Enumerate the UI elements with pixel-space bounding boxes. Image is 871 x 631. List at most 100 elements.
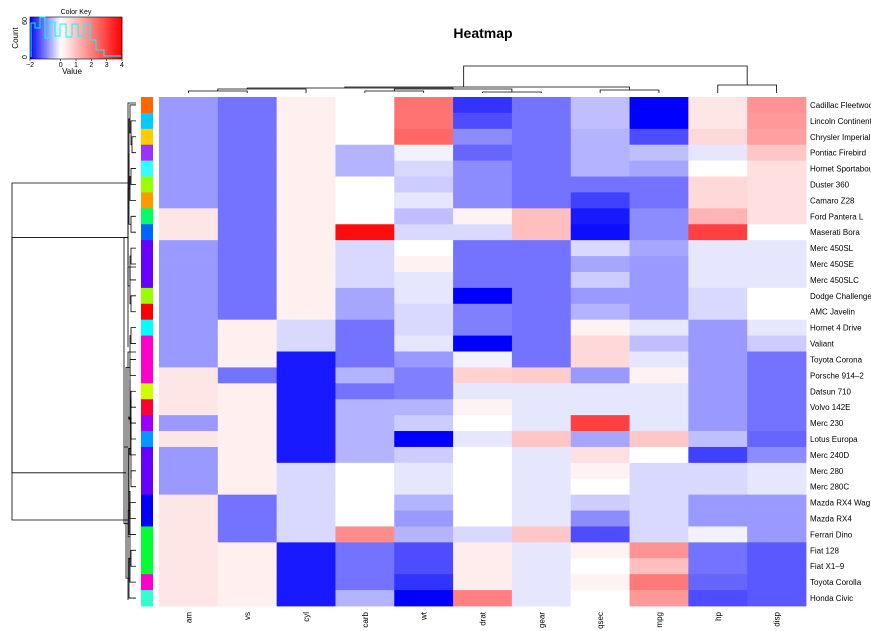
color-key-ytick-label: 0 <box>22 55 29 59</box>
heatmap-cell <box>629 97 689 114</box>
heatmap-cell <box>159 303 219 321</box>
heatmap-cell <box>276 208 336 225</box>
heatmap-cell <box>394 176 454 193</box>
heatmap-cell <box>217 558 278 575</box>
heatmap-cell <box>453 160 513 177</box>
row-label: Porsche 914–2 <box>810 371 864 380</box>
color-key-swatch <box>85 17 88 59</box>
heatmap-cell <box>688 128 748 146</box>
heatmap-cell <box>747 478 807 496</box>
color-key-swatch <box>56 17 58 59</box>
heatmap-cell <box>747 97 807 114</box>
heatmap-cell <box>453 399 513 416</box>
heatmap-cell <box>629 415 689 432</box>
row-label: Ford Pantera L <box>810 212 864 221</box>
heatmap-cell <box>453 271 513 289</box>
heatmap-cell <box>747 287 807 305</box>
heatmap-cell <box>511 192 572 209</box>
heatmap-cell <box>570 256 630 273</box>
row-side-color <box>141 415 153 432</box>
row-side-color <box>141 144 153 162</box>
heatmap-cell <box>747 542 807 559</box>
row-side-color <box>141 446 153 464</box>
heatmap-cell <box>688 526 748 543</box>
dendrogram-branch <box>188 90 248 93</box>
color-key-tick-label: 2 <box>89 62 93 69</box>
heatmap-cell <box>159 590 219 607</box>
heatmap-cell <box>217 462 278 480</box>
row-side-color <box>141 271 153 289</box>
heatmap-cell <box>629 494 689 511</box>
heatmap-cell <box>511 351 572 368</box>
heatmap-cell <box>570 303 630 321</box>
dendrogram-branch <box>217 88 307 93</box>
row-label: Toyota Corona <box>810 355 863 364</box>
heatmap-cell <box>688 510 748 527</box>
row-label: Fiat 128 <box>810 546 839 555</box>
heatmap-cell <box>688 351 748 368</box>
heatmap-cell <box>511 574 572 591</box>
heatmap-cell <box>747 351 807 368</box>
heatmap-cell <box>453 446 513 464</box>
heatmap-cell <box>335 383 395 400</box>
heatmap-cell <box>688 97 748 114</box>
heatmap-cell <box>629 542 689 559</box>
color-key-histogram <box>30 16 121 57</box>
heatmap-cell <box>159 542 219 559</box>
heatmap-cell <box>453 367 513 384</box>
heatmap-cell <box>276 558 336 575</box>
heatmap-cell <box>335 526 395 543</box>
heatmap-cell <box>453 303 513 321</box>
row-labels: Cadillac Fleetwoo Lincoln Continent Chrysl… <box>810 101 871 603</box>
heatmap-cell <box>159 494 219 511</box>
row-side-color <box>141 240 153 257</box>
heatmap-cell <box>688 446 748 464</box>
color-key-swatch <box>117 17 120 59</box>
heatmap-cell <box>276 128 336 146</box>
heatmap-cell <box>159 224 219 241</box>
heatmap-cell <box>629 224 689 241</box>
dendrogram-branch <box>129 491 136 583</box>
heatmap-cell <box>159 399 219 416</box>
heatmap-cell <box>217 176 278 193</box>
heatmap-cell <box>688 287 748 305</box>
heatmap-cell <box>217 367 278 384</box>
heatmap-cell <box>217 446 278 464</box>
heatmap-cell <box>217 128 278 146</box>
row-label: Camaro Z28 <box>810 196 855 205</box>
color-key-swatch <box>105 17 107 59</box>
heatmap-cell <box>335 319 395 336</box>
heatmap-cell <box>335 240 395 257</box>
dendrogram-branch <box>130 549 136 567</box>
heatmap-cell <box>688 144 748 162</box>
color-key-swatch <box>79 17 81 59</box>
heatmap-cell <box>335 494 395 511</box>
color-key-ylabel: Count <box>11 27 20 49</box>
heatmap-cell <box>335 399 395 416</box>
heatmap-cell <box>511 287 572 305</box>
heatmap-cell <box>688 399 748 416</box>
row-label: Merc 240D <box>810 451 849 460</box>
dendrogram-branch <box>131 136 136 154</box>
heatmap-cell <box>511 590 572 607</box>
column-label: drat <box>479 611 488 626</box>
row-side-color <box>141 335 153 352</box>
column-label: mpg <box>655 612 664 628</box>
color-key-tick-label: 1 <box>74 62 78 69</box>
heatmap-cell <box>217 271 278 289</box>
heatmap-cell <box>217 590 278 607</box>
heatmap-cell <box>511 446 572 464</box>
row-label: Lotus Europa <box>810 435 858 444</box>
heatmap-cell <box>629 526 689 543</box>
row-label: Mazda RX4 Wag <box>810 499 870 508</box>
heatmap-cell <box>394 526 454 543</box>
row-label: Toyota Corolla <box>810 578 862 587</box>
color-key-swatch <box>112 17 115 59</box>
heatmap-cell <box>335 271 395 289</box>
heatmap-cell <box>394 558 454 575</box>
heatmap-cell <box>747 271 807 289</box>
row-label: Merc 450SL <box>810 244 854 253</box>
row-side-color <box>141 112 153 130</box>
heatmap-cell <box>570 590 630 607</box>
color-key-swatch <box>54 17 57 59</box>
